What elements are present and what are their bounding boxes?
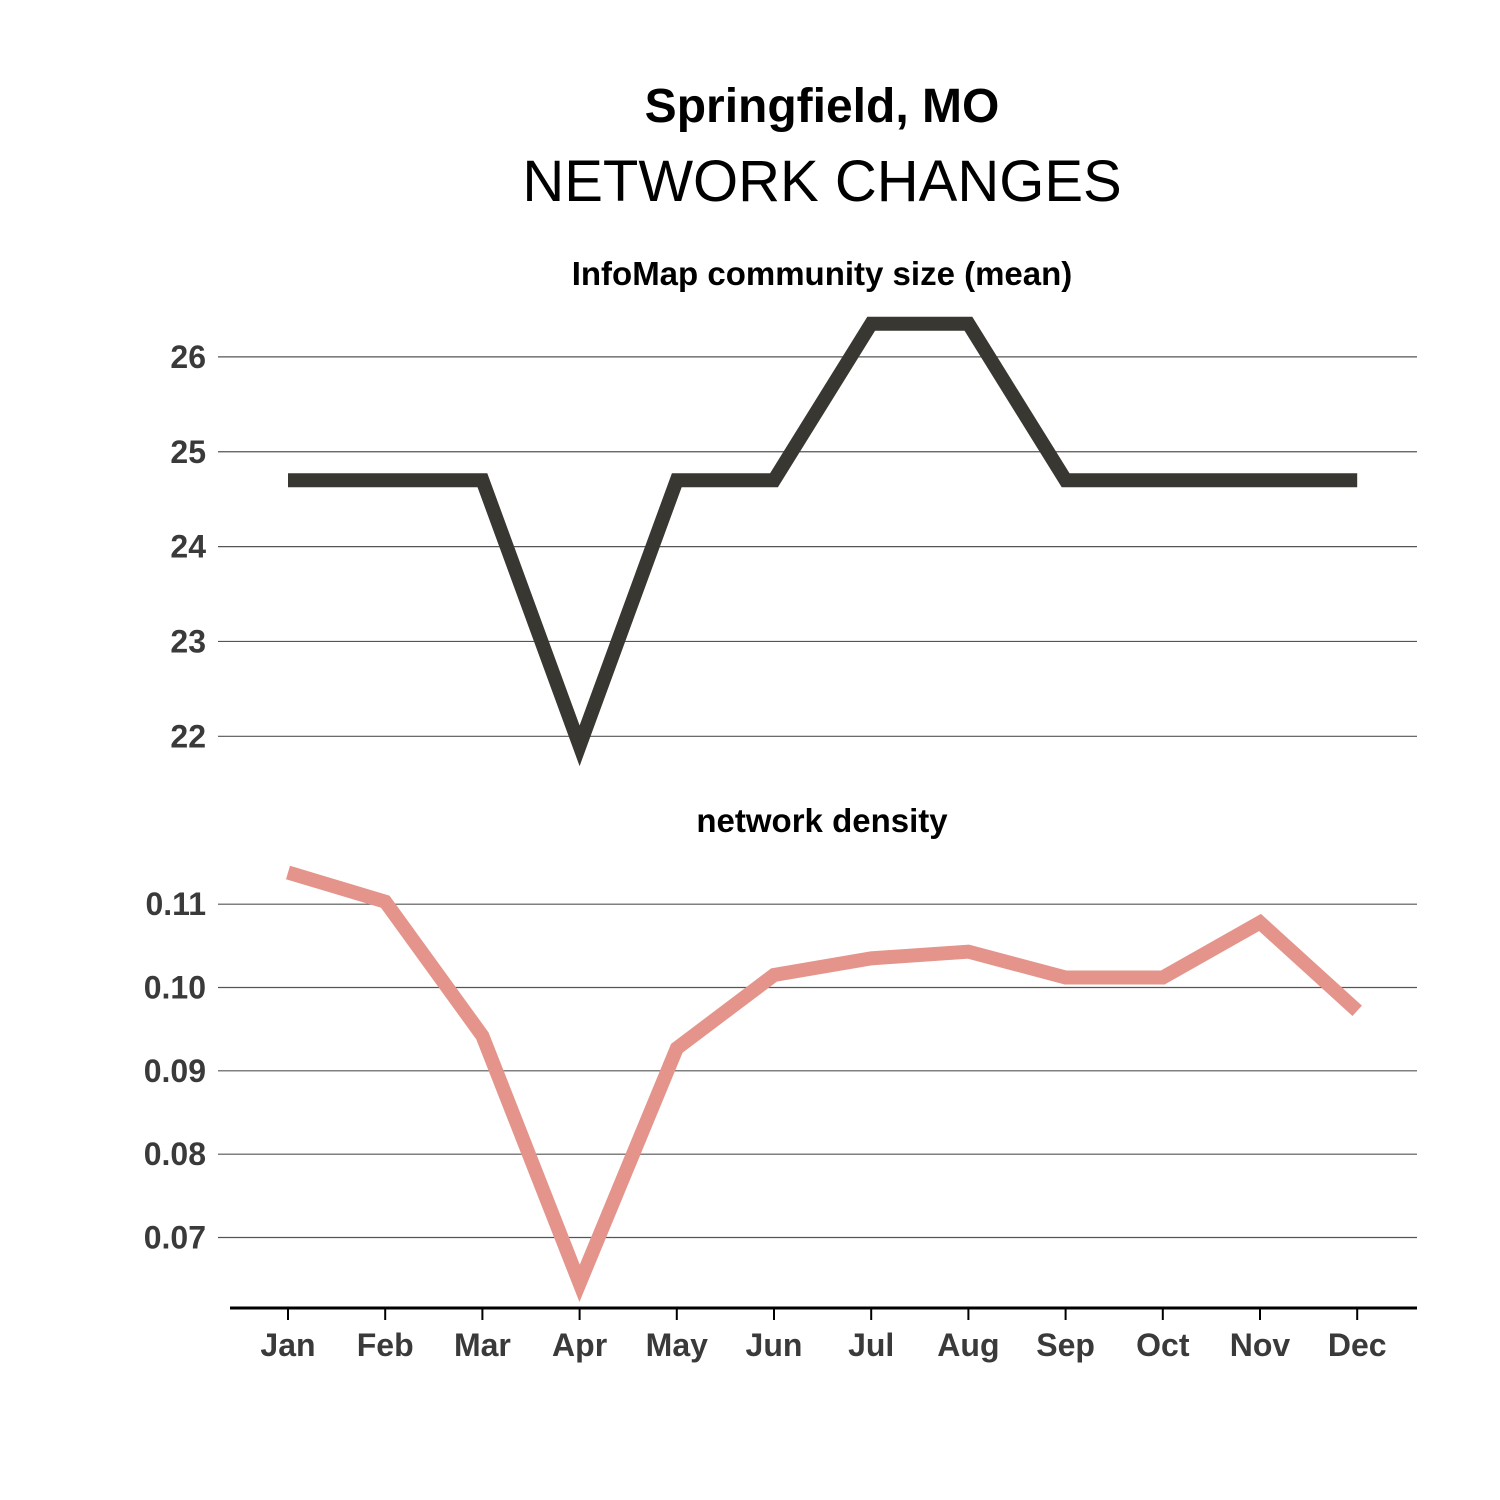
community-size-point-nov xyxy=(1257,477,1263,483)
network-density-point-sep xyxy=(1063,975,1069,981)
x-tick-label-feb: Feb xyxy=(357,1327,414,1363)
network-density-point-dec xyxy=(1354,1008,1360,1014)
community-size-ytick-label: 23 xyxy=(170,623,206,659)
community-size-point-feb xyxy=(382,477,388,483)
figure-title: Springfield, MO xyxy=(645,80,1000,133)
community-size-point-aug xyxy=(965,321,971,327)
community-size-ytick-label: 24 xyxy=(170,529,206,565)
x-tick-label-jan: Jan xyxy=(260,1327,315,1363)
community-size-point-may xyxy=(674,477,680,483)
network-density-point-nov xyxy=(1257,920,1263,926)
community-size-point-sep xyxy=(1063,477,1069,483)
network-density-point-oct xyxy=(1160,975,1166,981)
community-size-panel-title: InfoMap community size (mean) xyxy=(572,255,1073,292)
x-axis: Jan Feb Mar Apr May Jun Jul Aug Sep Oct Nov Dec xyxy=(230,1306,1417,1363)
x-tick-label-nov: Nov xyxy=(1230,1327,1291,1363)
network-density-point-jul xyxy=(868,955,874,961)
community-size-point-jan xyxy=(285,477,291,483)
network-density-ytick-label: 0.09 xyxy=(144,1053,206,1089)
network-density-ytick-label: 0.07 xyxy=(144,1220,206,1256)
network-density-point-feb xyxy=(382,899,388,905)
network-density-point-jan xyxy=(285,870,291,876)
community-size-point-jul xyxy=(868,321,874,327)
community-size-panel: InfoMap community size (mean) 22 23 24 25 26 xyxy=(170,255,1417,767)
community-size-point-dec xyxy=(1354,477,1360,483)
network-density-point-mar xyxy=(479,1033,485,1039)
network-density-point-aug xyxy=(965,949,971,955)
community-size-point-jun xyxy=(771,477,777,483)
x-tick-label-sep: Sep xyxy=(1036,1327,1095,1363)
community-size-point-mar xyxy=(479,477,485,483)
network-density-ytick-label: 0.08 xyxy=(144,1136,206,1172)
network-density-series-line xyxy=(285,865,1362,1303)
figure-subtitle: NETWORK CHANGES xyxy=(522,149,1121,214)
x-tick-label-mar: Mar xyxy=(454,1327,511,1363)
network-density-panel: network density 0.07 0.08 0.09 0.10 0.11 xyxy=(144,802,1417,1303)
x-tick-label-aug: Aug xyxy=(937,1327,999,1363)
network-density-ytick-label: 0.10 xyxy=(144,970,206,1006)
network-density-panel-title: network density xyxy=(696,802,948,839)
community-size-ytick-label: 26 xyxy=(170,339,206,375)
network-density-point-apr xyxy=(577,1280,583,1286)
community-size-point-apr xyxy=(577,743,583,749)
community-size-ytick-label: 25 xyxy=(170,434,206,470)
network-density-point-jun xyxy=(771,972,777,978)
x-tick-label-jul: Jul xyxy=(848,1327,894,1363)
x-tick-label-jun: Jun xyxy=(746,1327,803,1363)
community-size-ytick-label: 22 xyxy=(170,718,206,754)
community-size-series-line xyxy=(288,316,1358,767)
network-density-point-may xyxy=(674,1045,680,1051)
x-tick-label-apr: Apr xyxy=(552,1327,607,1363)
network-density-ytick-label: 0.11 xyxy=(145,886,206,922)
x-tick-label-may: May xyxy=(646,1327,708,1363)
x-tick-label-dec: Dec xyxy=(1328,1327,1387,1363)
community-size-point-oct xyxy=(1160,477,1166,483)
x-tick-label-oct: Oct xyxy=(1136,1327,1190,1363)
